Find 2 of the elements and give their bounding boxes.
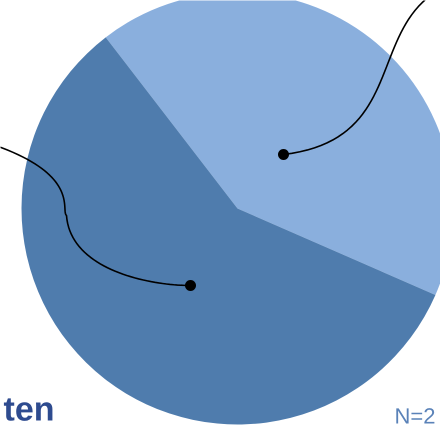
text: ten (4, 390, 54, 428)
text: N=2 (394, 404, 436, 428)
